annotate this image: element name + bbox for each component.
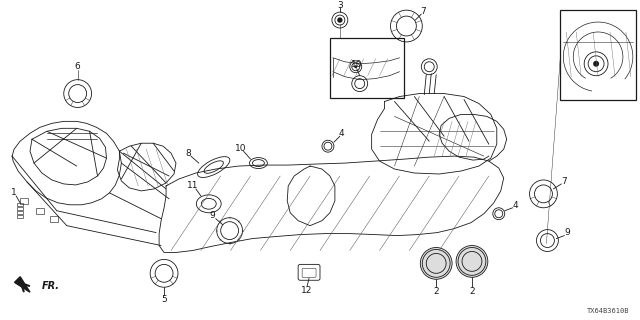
Text: 7: 7 bbox=[420, 7, 426, 16]
Bar bbox=[20, 198, 28, 204]
Text: 6: 6 bbox=[75, 62, 81, 71]
Text: 10: 10 bbox=[351, 60, 362, 69]
Circle shape bbox=[456, 245, 488, 277]
Text: 7: 7 bbox=[561, 178, 567, 187]
Text: 4: 4 bbox=[513, 201, 518, 210]
Circle shape bbox=[420, 247, 452, 279]
Text: 11: 11 bbox=[187, 181, 198, 190]
Text: FR.: FR. bbox=[42, 281, 60, 291]
Bar bbox=[330, 38, 404, 98]
Text: 3: 3 bbox=[337, 1, 343, 10]
Text: TX64B3610B: TX64B3610B bbox=[587, 308, 629, 314]
Text: 5: 5 bbox=[161, 295, 167, 304]
Bar bbox=[561, 10, 636, 100]
Polygon shape bbox=[15, 277, 30, 292]
Circle shape bbox=[593, 61, 599, 67]
Bar bbox=[17, 207, 23, 210]
Text: 2: 2 bbox=[433, 287, 439, 296]
Bar bbox=[50, 216, 58, 222]
Text: 9: 9 bbox=[210, 211, 216, 220]
Text: 2: 2 bbox=[469, 287, 475, 296]
Text: 1: 1 bbox=[12, 188, 17, 197]
Text: 12: 12 bbox=[301, 286, 313, 295]
Text: 9: 9 bbox=[564, 228, 570, 237]
Bar bbox=[36, 208, 44, 214]
Circle shape bbox=[355, 65, 357, 68]
Circle shape bbox=[338, 18, 342, 22]
Text: 10: 10 bbox=[235, 144, 246, 153]
Bar bbox=[17, 203, 23, 206]
Text: 8: 8 bbox=[185, 149, 191, 158]
Text: 4: 4 bbox=[339, 129, 345, 138]
Bar bbox=[17, 211, 23, 214]
Bar bbox=[17, 215, 23, 218]
